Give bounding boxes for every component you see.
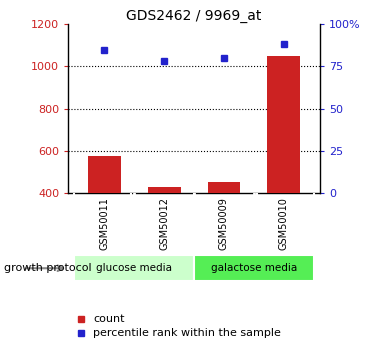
Title: GDS2462 / 9969_at: GDS2462 / 9969_at <box>126 9 262 23</box>
Text: percentile rank within the sample: percentile rank within the sample <box>94 328 281 338</box>
Bar <box>147 187 181 193</box>
Bar <box>74 255 194 282</box>
Text: GSM50012: GSM50012 <box>159 197 169 250</box>
Text: galactose media: galactose media <box>211 263 297 273</box>
Text: GSM50011: GSM50011 <box>99 197 109 250</box>
Bar <box>207 181 241 193</box>
Text: growth protocol: growth protocol <box>4 263 92 273</box>
Text: GSM50010: GSM50010 <box>279 197 289 250</box>
Bar <box>194 255 314 282</box>
Text: count: count <box>94 314 125 324</box>
Bar <box>268 56 300 193</box>
Bar <box>88 156 121 193</box>
Text: GSM50009: GSM50009 <box>219 197 229 250</box>
Text: glucose media: glucose media <box>96 263 172 273</box>
